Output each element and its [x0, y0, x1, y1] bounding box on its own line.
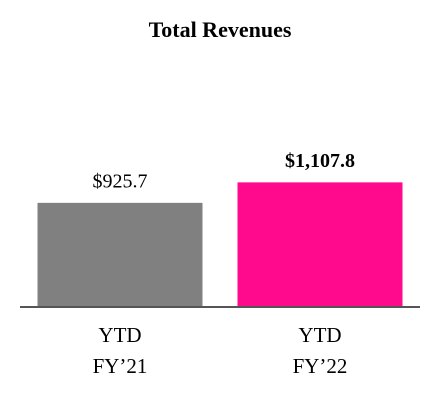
value-label: $925.7: [93, 170, 148, 192]
x-tick-label: YTD: [98, 323, 141, 347]
x-tick-label: FY’21: [93, 354, 148, 378]
value-label: $1,107.8: [285, 150, 355, 172]
chart-title: Total Revenues: [149, 17, 292, 42]
x-tick-label: YTD: [298, 323, 341, 347]
bar: [237, 182, 403, 307]
bar: [37, 202, 203, 307]
x-tick-label: FY’22: [293, 354, 348, 378]
